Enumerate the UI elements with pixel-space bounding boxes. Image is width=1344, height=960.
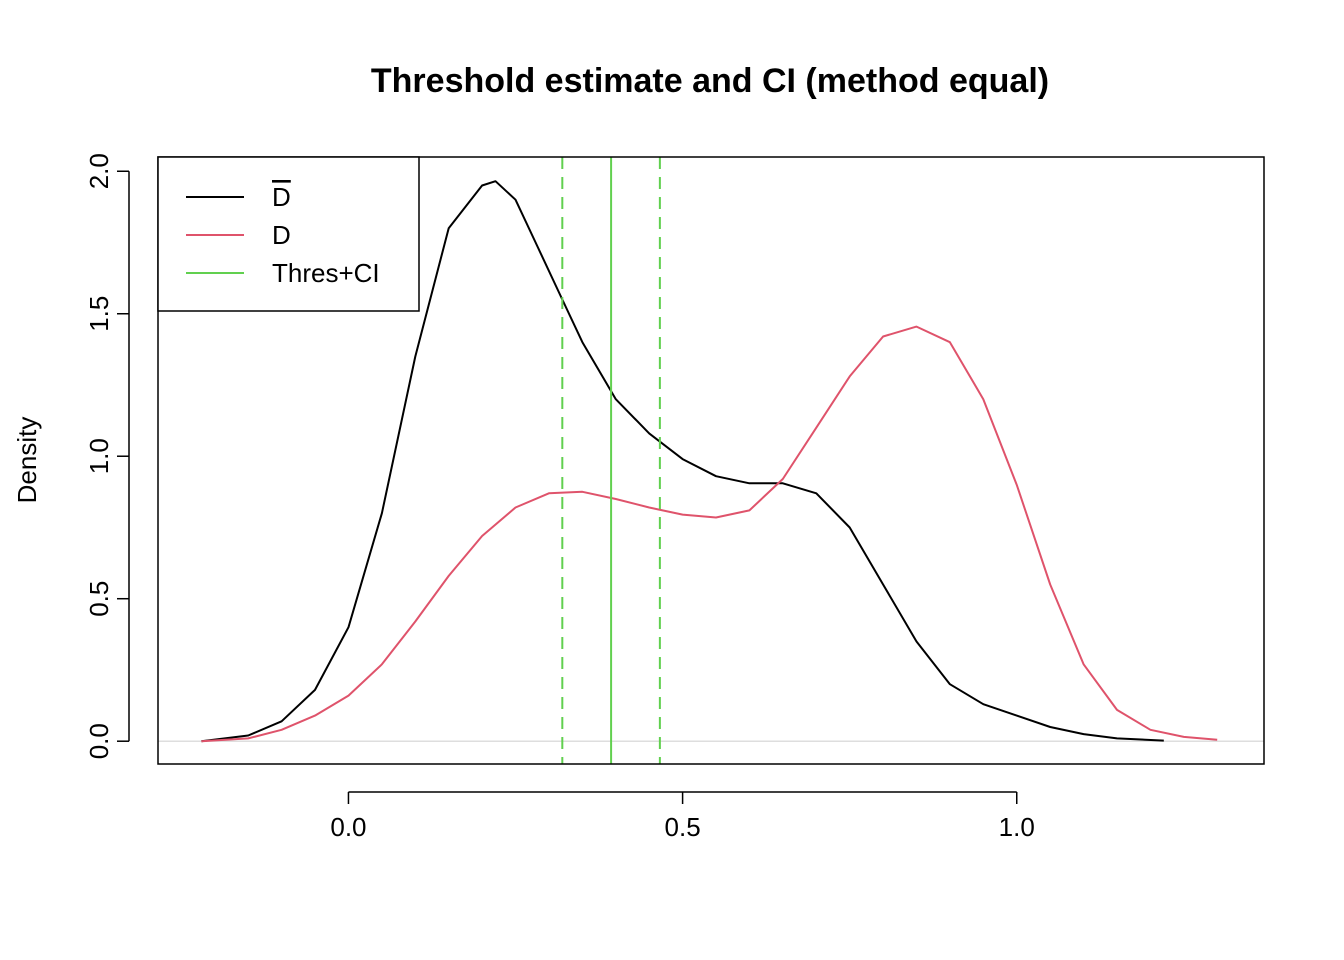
y-tick-label: 0.0 xyxy=(84,723,114,759)
x-tick-label: 1.0 xyxy=(999,812,1035,842)
x-tick-label: 0.5 xyxy=(665,812,701,842)
density-curve-1 xyxy=(201,180,1164,743)
legend-label-2: D xyxy=(272,220,291,250)
plot-frame xyxy=(157,156,1265,765)
chart-title: Threshold estimate and CI (method equal) xyxy=(371,62,1049,100)
legend-label-1: D xyxy=(272,182,291,212)
density-curve-2 xyxy=(201,325,1218,743)
y-axis-label: Density xyxy=(12,417,42,504)
y-tick-label: 0.5 xyxy=(84,581,114,617)
y-tick-label: 1.5 xyxy=(84,296,114,332)
y-tick-label: 1.0 xyxy=(84,438,114,474)
plot-area: 0.0 0.5 1.0 0.0 0.5 1.0 1.5 2.0 DD Thres+CI xyxy=(84,153,1265,842)
x-tick-label: 0.0 xyxy=(330,812,366,842)
y-tick-label: 2.0 xyxy=(84,153,114,189)
legend-label-3: Thres+CI xyxy=(272,258,380,288)
